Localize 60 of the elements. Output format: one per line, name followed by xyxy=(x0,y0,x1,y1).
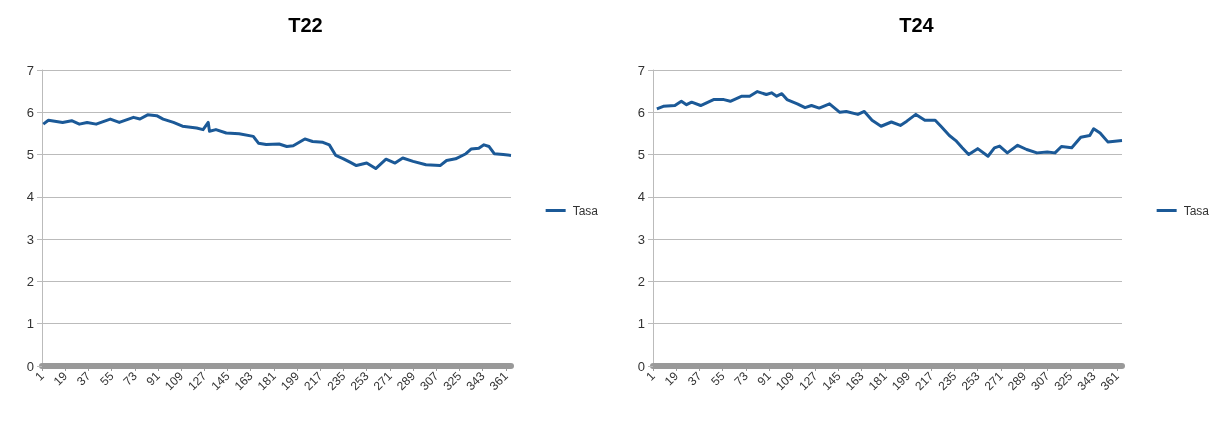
x-tick-label: 271 xyxy=(981,368,1007,394)
x-tick-label: 343 xyxy=(463,368,488,394)
x-tick-label: 127 xyxy=(185,368,210,394)
x-tick-label: 271 xyxy=(370,368,396,394)
y-tick-label: 3 xyxy=(26,231,34,247)
y-tick-label: 0 xyxy=(26,358,34,374)
x-tick-label: 109 xyxy=(773,368,798,394)
y-tick-label: 6 xyxy=(637,104,645,120)
x-tick-label: 145 xyxy=(819,368,844,394)
legend-label: Tasa xyxy=(1183,203,1210,218)
x-tick-label: 109 xyxy=(162,368,187,394)
y-tick-label: 1 xyxy=(637,316,645,332)
y-tick-label: 5 xyxy=(26,147,34,163)
x-tick-label: 163 xyxy=(231,368,256,394)
y-tick-label: 6 xyxy=(26,104,34,120)
x-tick-label: 217 xyxy=(912,368,937,394)
chart-title: T22 xyxy=(288,14,323,36)
x-tick-label: 199 xyxy=(278,368,303,394)
x-tick-label: 361 xyxy=(486,368,512,394)
x-tick-label: 163 xyxy=(842,368,867,394)
x-tick-label: 307 xyxy=(1028,368,1053,394)
x-tick-label: 19 xyxy=(50,368,71,389)
y-tick-label: 2 xyxy=(637,273,645,289)
x-tick-label: 181 xyxy=(254,368,280,394)
x-tick-label: 199 xyxy=(889,368,914,394)
x-tick-label: 325 xyxy=(1051,368,1076,394)
x-tick-label: 181 xyxy=(865,368,891,394)
y-tick-label: 1 xyxy=(26,316,34,332)
y-tick-label: 0 xyxy=(637,358,645,374)
y-tick-label: 4 xyxy=(637,189,645,205)
y-tick-label: 4 xyxy=(26,189,34,205)
x-tick-label: 37 xyxy=(74,368,94,389)
x-tick-label: 37 xyxy=(685,368,705,389)
x-tick-label: 55 xyxy=(708,368,728,389)
x-tick-label: 289 xyxy=(393,368,419,394)
x-tick-label: 91 xyxy=(754,368,775,389)
x-tick-label: 73 xyxy=(731,368,751,389)
x-tick-label: 127 xyxy=(796,368,821,394)
y-tick-label: 3 xyxy=(637,231,645,247)
x-tick-label: 325 xyxy=(440,368,465,394)
x-tick-label: 73 xyxy=(120,368,140,389)
legend-label: Tasa xyxy=(572,203,599,218)
x-tick-label: 343 xyxy=(1074,368,1099,394)
x-tick-label: 235 xyxy=(324,368,349,394)
x-tick-label: 307 xyxy=(417,368,442,394)
x-tick-label: 361 xyxy=(1097,368,1123,394)
x-tick-label: 253 xyxy=(347,368,372,394)
y-tick-label: 7 xyxy=(637,62,645,78)
chart-title: T24 xyxy=(899,14,935,36)
x-tick-label: 145 xyxy=(208,368,233,394)
x-tick-label: 217 xyxy=(301,368,326,394)
x-tick-label: 235 xyxy=(935,368,960,394)
x-tick-label: 55 xyxy=(97,368,117,389)
x-tick-label: 19 xyxy=(661,368,682,389)
x-tick-label: 253 xyxy=(958,368,983,394)
y-tick-label: 7 xyxy=(26,62,34,78)
x-tick-label: 91 xyxy=(143,368,164,389)
y-tick-label: 5 xyxy=(637,147,645,163)
y-tick-label: 2 xyxy=(26,273,34,289)
x-tick-label: 289 xyxy=(1004,368,1030,394)
